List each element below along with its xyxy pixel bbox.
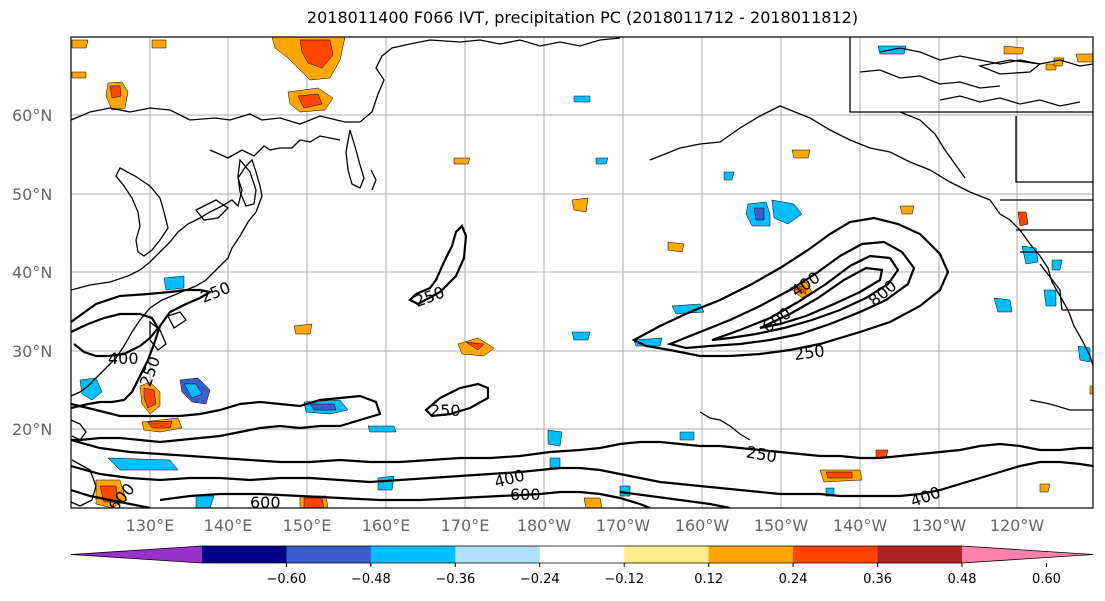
longitude-label: 150°E <box>283 516 332 535</box>
colorbar-tick-label: 0.36 <box>863 572 892 587</box>
colorbar: −0.60 −0.48 −0.36 −0.24 −0.12 0.12 0.24 0.36 0.4… <box>70 545 1094 587</box>
longitude-label: 160°E <box>362 516 411 535</box>
latitude-label: 50°N <box>12 185 52 204</box>
colorbar-tick-label: 0.24 <box>779 572 808 587</box>
contour-label: 250 <box>793 341 826 364</box>
longitude-labels: 130°E 140°E 150°E 160°E 170°E 180°W 170°… <box>126 516 1045 535</box>
longitude-label: 180°W <box>517 516 572 535</box>
colorbar-segment <box>793 546 879 563</box>
colorbar-extend-min <box>71 546 202 563</box>
contour-label: 400 <box>108 349 139 368</box>
map-frame <box>70 36 1094 509</box>
colorbar-segment <box>202 546 287 563</box>
longitude-label: 130°E <box>126 516 175 535</box>
longitude-label: 150°W <box>754 516 809 535</box>
longitude-label: 120°W <box>990 516 1045 535</box>
colorbar-tick-label: 0.48 <box>948 572 977 587</box>
colorbar-segment <box>370 546 456 563</box>
colorbar-tick-label: −0.12 <box>604 572 644 587</box>
precipitation-shading <box>71 37 1093 508</box>
longitude-label: 140°W <box>833 516 888 535</box>
latitude-label: 40°N <box>12 263 52 282</box>
longitude-label: 160°W <box>675 516 730 535</box>
colorbar-segment <box>708 546 794 563</box>
colorbar-extend-max <box>962 546 1093 563</box>
latitude-label: 60°N <box>12 106 52 125</box>
longitude-label: 170°W <box>596 516 651 535</box>
colorbar-tick-label: −0.36 <box>435 572 475 587</box>
colorbar-segment <box>539 546 625 563</box>
latitude-labels: 60°N 50°N 40°N 30°N 20°N <box>12 106 52 439</box>
contour-label: 600 <box>250 493 281 512</box>
latitude-label: 20°N <box>12 420 52 439</box>
ivt-contours <box>71 216 1093 508</box>
colorbar-tick-label: −0.24 <box>520 572 560 587</box>
colorbar-outline <box>70 545 1094 564</box>
colorbar-tick-label: 0.60 <box>1032 572 1061 587</box>
colorbar-tick-label: 0.12 <box>694 572 723 587</box>
contour-label: 600 <box>510 485 541 504</box>
colorbar-segment <box>624 546 710 563</box>
colorbar-tick-label: −0.60 <box>267 572 307 587</box>
colorbar-segment <box>286 546 372 563</box>
latitude-label: 30°N <box>12 342 52 361</box>
map-title: 2018011400 F066 IVT, precipitation PC (2… <box>306 8 859 27</box>
colorbar-segment <box>877 546 963 563</box>
colorbar-segment <box>455 546 541 563</box>
contour-label: 250 <box>430 401 461 420</box>
longitude-label: 130°W <box>912 516 967 535</box>
longitude-label: 140°E <box>204 516 253 535</box>
colorbar-tick-label: −0.48 <box>351 572 391 587</box>
coastlines <box>71 37 1093 507</box>
longitude-label: 170°E <box>441 516 490 535</box>
